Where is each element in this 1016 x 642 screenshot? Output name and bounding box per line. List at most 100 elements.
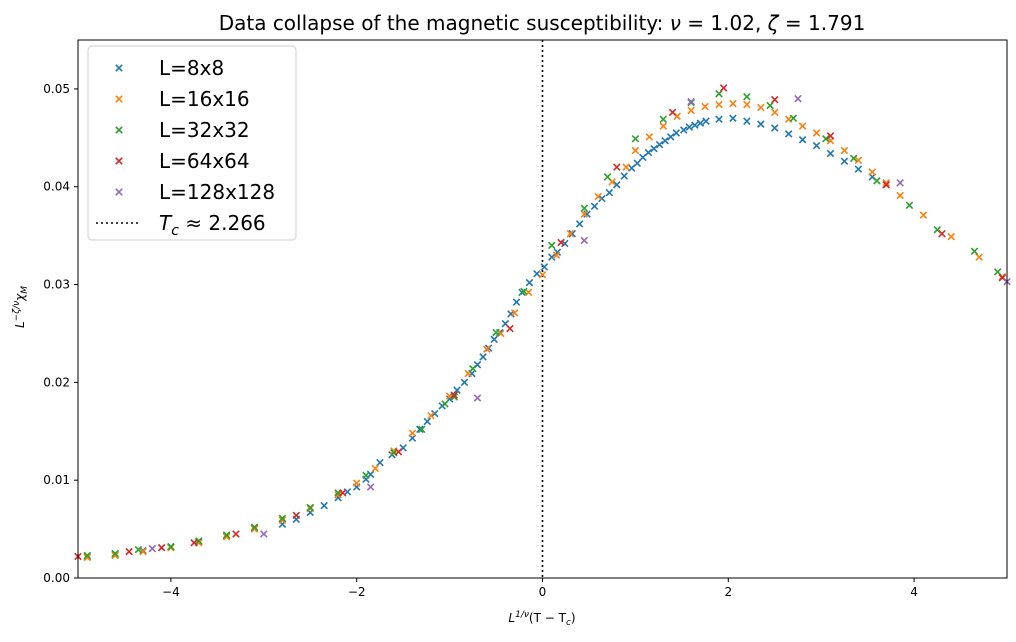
x-tick-label: −4 <box>162 585 180 599</box>
y-tick-label: 0.05 <box>43 82 70 96</box>
data-point <box>148 544 157 553</box>
data-point <box>659 122 668 130</box>
data-point <box>661 136 669 145</box>
data-point <box>822 135 830 143</box>
y-tick-label: 0.02 <box>43 375 70 389</box>
data-point <box>719 84 728 92</box>
x-axis-label: L1/ν(T − Tc) <box>508 610 575 628</box>
data-point <box>352 479 361 487</box>
data-point <box>453 386 461 394</box>
data-point <box>882 179 890 187</box>
data-point <box>905 201 914 210</box>
data-point <box>583 210 591 218</box>
data-point <box>306 503 315 512</box>
data-point <box>812 129 821 137</box>
data-point <box>473 394 482 402</box>
legend-box <box>87 45 297 241</box>
data-point <box>873 177 881 185</box>
data-point <box>770 124 779 132</box>
data-point <box>278 516 287 525</box>
data-point <box>605 188 614 197</box>
data-point <box>840 157 849 166</box>
data-point <box>292 511 301 520</box>
legend: L=8x8 L=16x16 L=32x32 L=64x64 L=128x128 Tc ≈ … <box>87 45 297 241</box>
data-point <box>594 192 603 201</box>
data-point <box>868 168 877 176</box>
legend-marker <box>115 157 123 165</box>
data-point <box>371 464 380 473</box>
data-point <box>598 194 606 203</box>
legend-label: L=64x64 <box>159 149 250 173</box>
x-tick-label: 2 <box>724 585 732 599</box>
data-point <box>812 141 821 150</box>
data-point <box>691 121 699 129</box>
data-point <box>701 102 709 111</box>
data-point <box>111 549 119 558</box>
data-point <box>479 353 487 361</box>
series-4 <box>148 94 1011 553</box>
data-point <box>947 232 956 241</box>
data-point <box>650 144 658 153</box>
data-point <box>394 448 403 456</box>
data-point <box>376 458 384 467</box>
data-point <box>222 533 231 541</box>
series-1 <box>83 99 1007 562</box>
data-point <box>826 132 835 140</box>
data-point <box>789 114 798 123</box>
data-point <box>743 100 751 109</box>
data-point <box>655 140 664 149</box>
data-point <box>533 270 541 278</box>
legend-label: L=16x16 <box>159 87 250 111</box>
data-point <box>506 324 514 333</box>
data-point <box>743 92 751 101</box>
y-tick-label: 0.03 <box>43 278 70 292</box>
data-point <box>854 165 863 173</box>
legend-label: L=32x32 <box>159 118 250 142</box>
data-point <box>580 204 589 213</box>
data-point <box>757 120 765 128</box>
legend-label: Tc ≈ 2.266 <box>159 211 266 239</box>
data-point <box>970 247 979 256</box>
data-point <box>715 115 723 123</box>
data-point <box>715 100 723 109</box>
data-point <box>430 409 439 418</box>
data-point <box>250 525 259 533</box>
data-point <box>849 154 858 163</box>
data-point <box>743 117 751 125</box>
data-point <box>580 210 589 218</box>
data-point <box>729 114 737 123</box>
legend-label: L=8x8 <box>159 56 224 80</box>
data-point <box>672 129 681 137</box>
data-point <box>770 95 779 104</box>
data-point <box>557 238 565 247</box>
data-point <box>622 163 630 171</box>
data-point <box>590 202 599 211</box>
data-point <box>512 298 521 306</box>
data-point <box>687 97 695 106</box>
data-point <box>408 429 417 437</box>
data-point <box>510 309 519 317</box>
data-point <box>450 393 459 401</box>
data-point <box>794 94 802 103</box>
data-point <box>696 119 705 127</box>
legend-marker <box>115 188 123 196</box>
data-point <box>83 551 92 560</box>
data-point <box>729 99 737 108</box>
data-point <box>139 547 147 556</box>
x-tick-label: 4 <box>910 585 918 599</box>
data-point <box>334 491 342 499</box>
data-point <box>482 345 491 353</box>
data-point <box>195 537 203 545</box>
legend-marker <box>115 95 123 103</box>
data-point <box>702 117 710 125</box>
data-point <box>644 148 653 157</box>
data-point <box>757 103 765 112</box>
data-point <box>575 220 584 228</box>
chart-title: Data collapse of the magnetic susceptibi… <box>219 11 866 35</box>
data-point <box>613 181 621 189</box>
data-point <box>631 146 640 155</box>
data-point <box>260 530 268 538</box>
data-point <box>715 90 723 98</box>
data-point <box>469 364 477 373</box>
series-3 <box>74 84 1007 561</box>
